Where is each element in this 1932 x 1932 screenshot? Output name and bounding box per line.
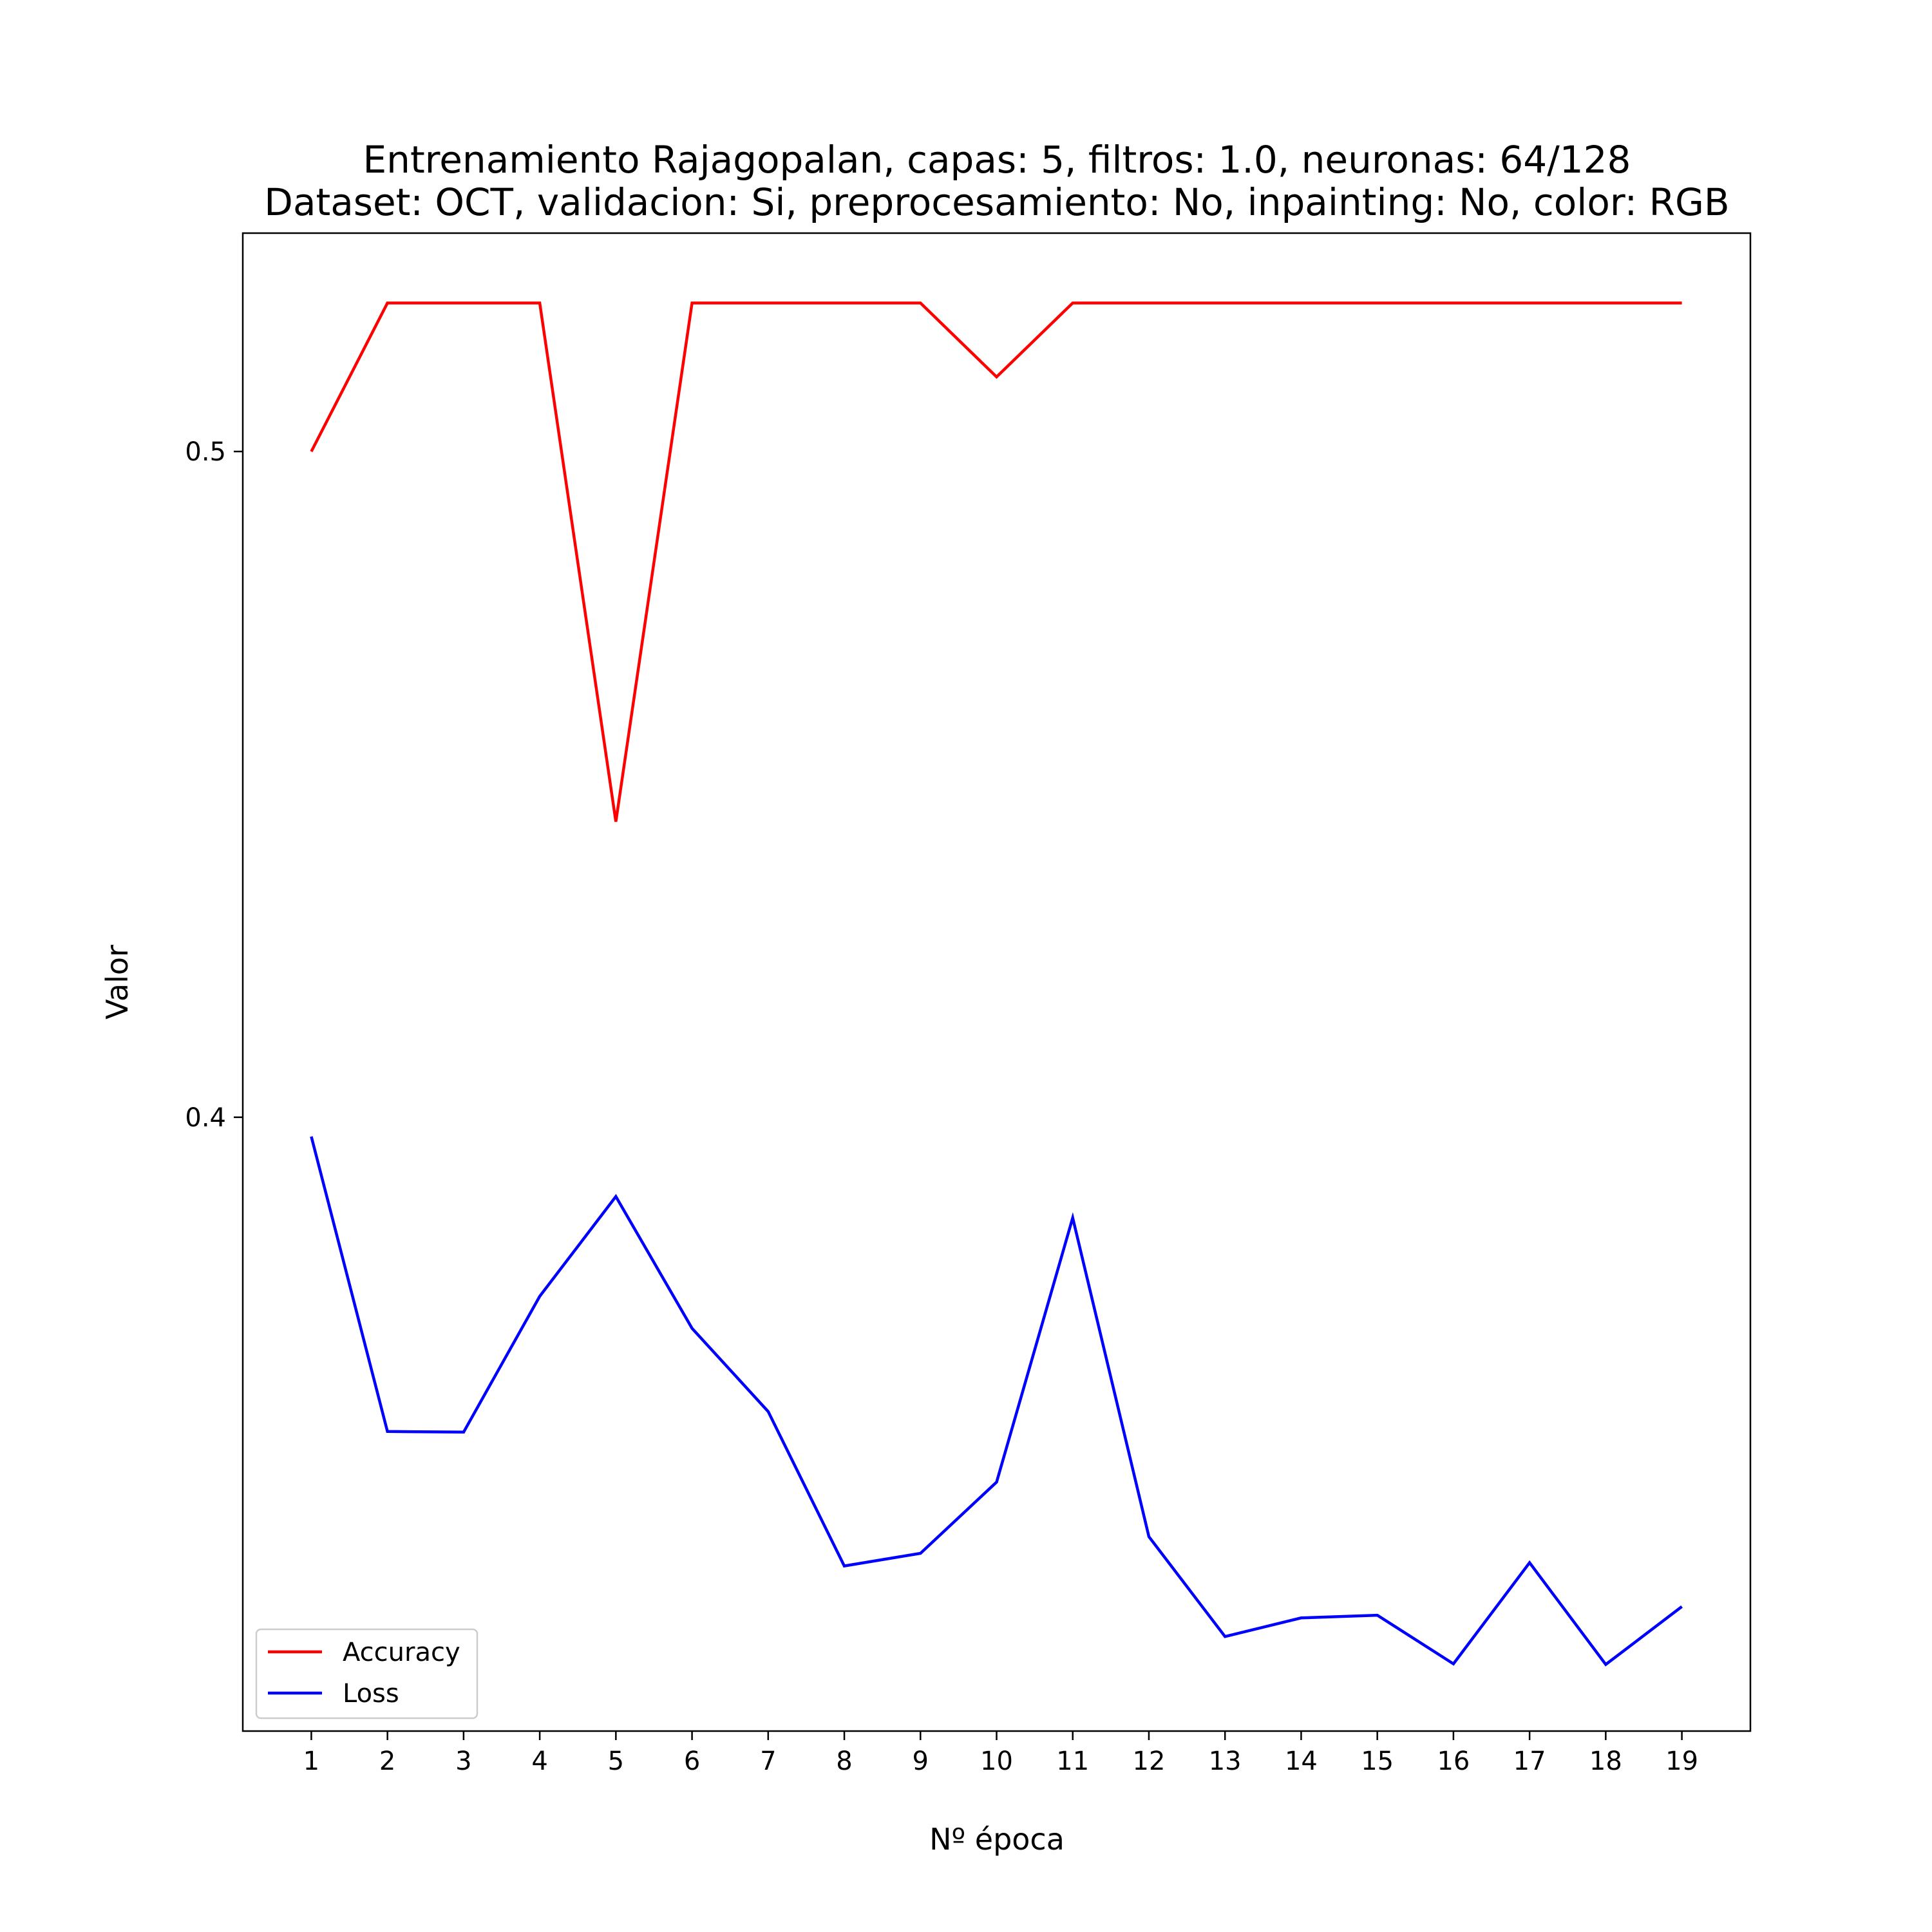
series-line-loss (310, 1136, 1683, 1667)
x-tick-label: 11 (1056, 1747, 1089, 1776)
series-layer (310, 301, 1683, 1667)
series-line-accuracy (310, 301, 1682, 822)
x-axis-label: Nº época (929, 1822, 1065, 1857)
x-tick-label: 18 (1589, 1747, 1622, 1776)
x-tick-label: 2 (379, 1747, 395, 1776)
x-tick-label: 8 (836, 1747, 852, 1776)
x-tick-label: 6 (684, 1747, 700, 1776)
x-tick-label: 9 (913, 1747, 929, 1776)
legend-accuracy-label: Accuracy (343, 1638, 460, 1667)
x-tick-label: 5 (608, 1747, 624, 1776)
x-tick-label: 7 (760, 1747, 776, 1776)
chart-title-line-1: Entrenamiento Rajagopalan, capas: 5, fil… (363, 138, 1631, 182)
y-tick-label: 0.5 (185, 437, 226, 467)
x-axis-ticks: 1 2 3 4 5 6 7 8 9 10 11 12 13 14 15 16 17 18 19 (303, 1731, 1698, 1776)
x-tick-label: 19 (1665, 1747, 1698, 1776)
y-axis-ticks: 0.4 0.5 (185, 437, 243, 1133)
x-tick-label: 12 (1133, 1747, 1166, 1776)
x-tick-label: 1 (303, 1747, 319, 1776)
x-tick-label: 16 (1437, 1747, 1470, 1776)
x-tick-label: 13 (1209, 1747, 1242, 1776)
x-tick-label: 14 (1285, 1747, 1318, 1776)
x-tick-label: 17 (1513, 1747, 1546, 1776)
y-tick-label: 0.4 (185, 1103, 226, 1133)
chart-title-line-2: Dataset: OCT, validacion: Si, preprocesa… (264, 180, 1729, 224)
x-tick-label: 4 (531, 1747, 547, 1776)
legend: Accuracy Loss (255, 1628, 478, 1719)
y-axis-label: Valor (100, 945, 135, 1019)
x-tick-label: 10 (980, 1747, 1013, 1776)
x-tick-label: 3 (455, 1747, 471, 1776)
x-tick-label: 15 (1361, 1747, 1394, 1776)
legend-loss-label: Loss (343, 1679, 399, 1709)
